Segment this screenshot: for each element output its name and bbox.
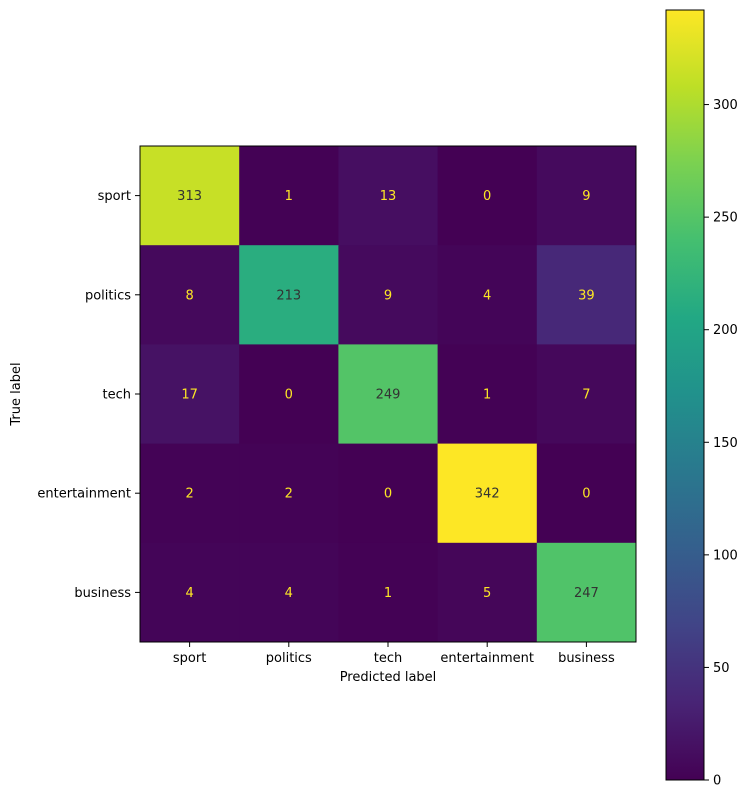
matrix-cell <box>536 542 637 643</box>
matrix-cell <box>437 245 538 345</box>
x-axis-label: Predicted label <box>340 670 437 685</box>
matrix-cell-value: 2 <box>185 487 193 502</box>
colorbar-tick-label: 50 <box>713 661 730 676</box>
y-axis-label: True label <box>9 362 24 426</box>
y-tick-label: entertainment <box>37 487 131 502</box>
matrix-cell-value: 1 <box>384 586 392 601</box>
matrix-cell-value: 17 <box>181 388 198 403</box>
matrix-cell <box>437 542 538 643</box>
matrix-cell <box>140 245 240 345</box>
matrix-cell-value: 2 <box>285 487 293 502</box>
matrix-cell <box>338 146 439 246</box>
matrix-cell-value: 0 <box>285 388 293 403</box>
matrix-cell-value: 0 <box>483 189 491 204</box>
matrix-cell <box>239 245 339 345</box>
matrix-cell <box>239 443 339 544</box>
matrix-cell <box>437 344 538 445</box>
matrix-cell <box>140 542 240 643</box>
matrix-cell-value: 39 <box>578 288 595 303</box>
colorbar-tick-label: 0 <box>713 774 721 789</box>
matrix-cell <box>338 443 439 544</box>
colorbar-tick-label: 100 <box>713 548 738 563</box>
y-tick-label: business <box>74 586 131 601</box>
matrix-cell-value: 4 <box>483 288 491 303</box>
matrix-cell <box>338 245 439 345</box>
matrix-cell <box>239 146 339 246</box>
matrix-cell-value: 7 <box>582 388 590 403</box>
matrix-cell <box>140 344 240 445</box>
matrix-cell <box>338 344 439 445</box>
x-tick-label: business <box>558 651 615 666</box>
colorbar-tick-label: 250 <box>713 211 738 226</box>
y-tick-label: sport <box>98 189 131 204</box>
matrix-cell-value: 247 <box>574 586 599 601</box>
matrix-cell-value: 342 <box>475 487 500 502</box>
x-tick-label: tech <box>374 651 402 666</box>
matrix-cell-value: 1 <box>483 388 491 403</box>
matrix-cell-value: 4 <box>285 586 293 601</box>
matrix-cell-value: 0 <box>582 487 590 502</box>
x-tick-label: entertainment <box>440 651 534 666</box>
matrix-cell <box>536 146 637 246</box>
matrix-cell-value: 0 <box>384 487 392 502</box>
matrix-cell-value: 213 <box>276 288 301 303</box>
matrix-cell <box>338 542 439 643</box>
matrix-cell <box>536 245 637 345</box>
matrix-cell <box>239 344 339 445</box>
x-tick-label: sport <box>173 651 206 666</box>
matrix-cell-value: 9 <box>384 288 392 303</box>
matrix-cell <box>239 542 339 643</box>
matrix-cell-value: 9 <box>582 189 590 204</box>
matrix-cell-value: 5 <box>483 586 491 601</box>
matrix-cell <box>536 344 637 445</box>
y-tick-label: politics <box>85 288 131 303</box>
matrix-cell-value: 1 <box>285 189 293 204</box>
colorbar-tick-label: 150 <box>713 436 738 451</box>
matrix-cell <box>140 146 240 246</box>
x-tick-label: politics <box>266 651 312 666</box>
matrix-cell <box>536 443 637 544</box>
matrix-cell-value: 249 <box>376 388 401 403</box>
matrix-cell <box>437 146 538 246</box>
y-tick-label: tech <box>103 388 131 403</box>
colorbar-tick-label: 200 <box>713 323 738 338</box>
colorbar-gradient <box>665 9 705 781</box>
matrix-cell-value: 8 <box>185 288 193 303</box>
colorbar-tick-label: 300 <box>713 98 738 113</box>
matrix-cell <box>140 443 240 544</box>
matrix-cell-value: 13 <box>380 189 397 204</box>
matrix-cell-value: 4 <box>185 586 193 601</box>
matrix-cell-value: 313 <box>177 189 202 204</box>
matrix-cell <box>437 443 538 544</box>
colorbar: 0 50 100 150 200 250 300 <box>665 9 738 789</box>
